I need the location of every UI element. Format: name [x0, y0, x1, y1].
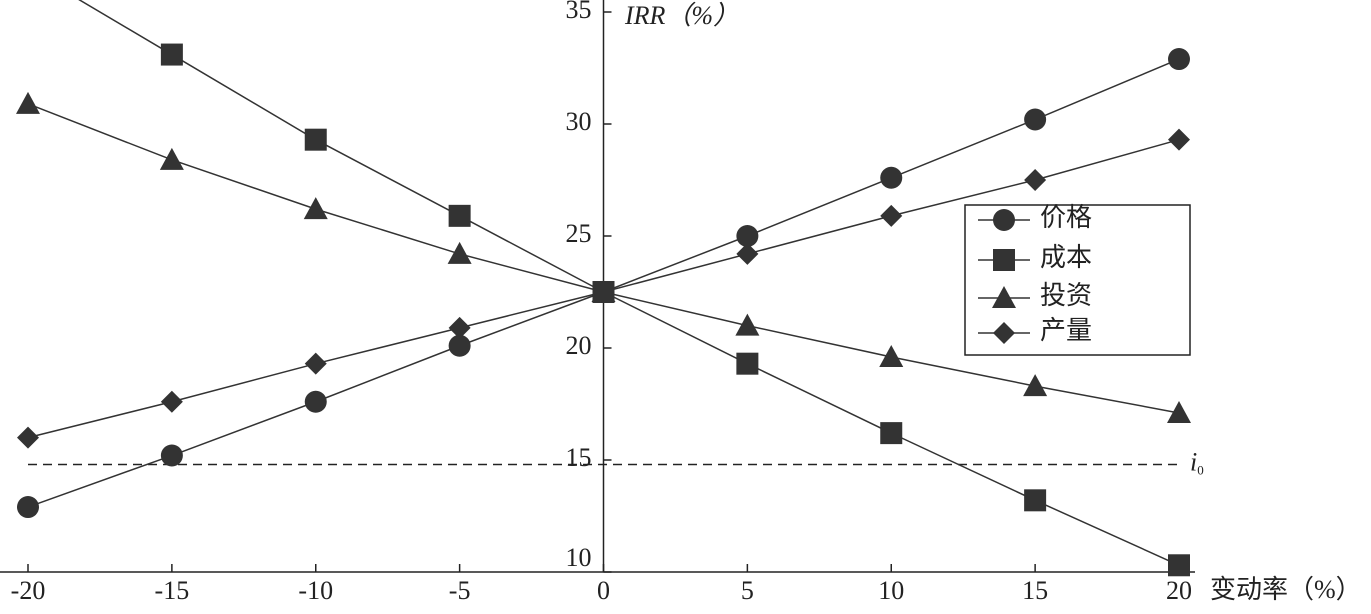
marker [880, 204, 903, 227]
reference-label-sub: 0 [1197, 462, 1204, 477]
legend-marker [993, 249, 1015, 271]
marker [880, 422, 903, 445]
y-tick-label: 25 [566, 219, 592, 248]
plot-area [16, 0, 1191, 577]
marker [1024, 169, 1047, 191]
x-tick-label: -10 [298, 576, 333, 605]
legend-marker [993, 209, 1015, 231]
marker [17, 426, 39, 449]
marker [448, 334, 471, 357]
y-tick-label: 35 [566, 0, 592, 24]
marker [304, 128, 327, 151]
marker [592, 281, 615, 303]
marker [1167, 400, 1191, 423]
marker [879, 344, 904, 367]
marker [880, 166, 903, 189]
x-tick-label: 0 [597, 576, 610, 605]
reference-label-main: i [1190, 447, 1197, 476]
marker [17, 496, 39, 519]
marker [1168, 48, 1190, 71]
marker [303, 197, 328, 220]
x-tick-label: -5 [449, 576, 471, 605]
marker [448, 204, 471, 227]
legend-marker [993, 322, 1015, 344]
marker [1023, 374, 1048, 397]
x-tick-label: 5 [741, 576, 754, 605]
marker [160, 390, 183, 413]
marker [448, 316, 471, 339]
marker [736, 225, 759, 247]
marker [735, 313, 760, 336]
marker [447, 241, 472, 264]
marker [1168, 128, 1190, 151]
y-axis-label: IRR（%） [624, 1, 739, 30]
marker [1024, 108, 1047, 131]
x-tick-label: 10 [878, 576, 904, 605]
legend-label: 成本 [1040, 243, 1092, 272]
legend-label: 价格 [1040, 203, 1092, 232]
marker [304, 352, 327, 375]
x-tick-label: -20 [11, 576, 46, 605]
marker [1024, 489, 1047, 512]
marker [736, 352, 759, 375]
legend-label: 投资 [1040, 281, 1092, 310]
marker [304, 390, 327, 413]
marker [736, 242, 759, 265]
y-tick-label: 30 [566, 107, 592, 136]
y-tick-label: 20 [566, 331, 592, 360]
marker [1168, 554, 1190, 577]
y-tick-label: 10 [566, 543, 592, 572]
x-tick-label: -15 [155, 576, 190, 605]
x-axis-label: 变动率（%） [1210, 575, 1362, 604]
x-tick-label: 20 [1166, 576, 1192, 605]
legend-label: 产量 [1040, 316, 1092, 345]
marker [16, 91, 40, 114]
legend-marker [992, 286, 1016, 308]
marker [160, 43, 183, 66]
reference-label: i0 [1190, 447, 1204, 477]
marker [160, 444, 183, 467]
y-tick-label: 15 [566, 443, 592, 472]
marker [159, 147, 184, 170]
x-tick-label: 15 [1022, 576, 1048, 605]
